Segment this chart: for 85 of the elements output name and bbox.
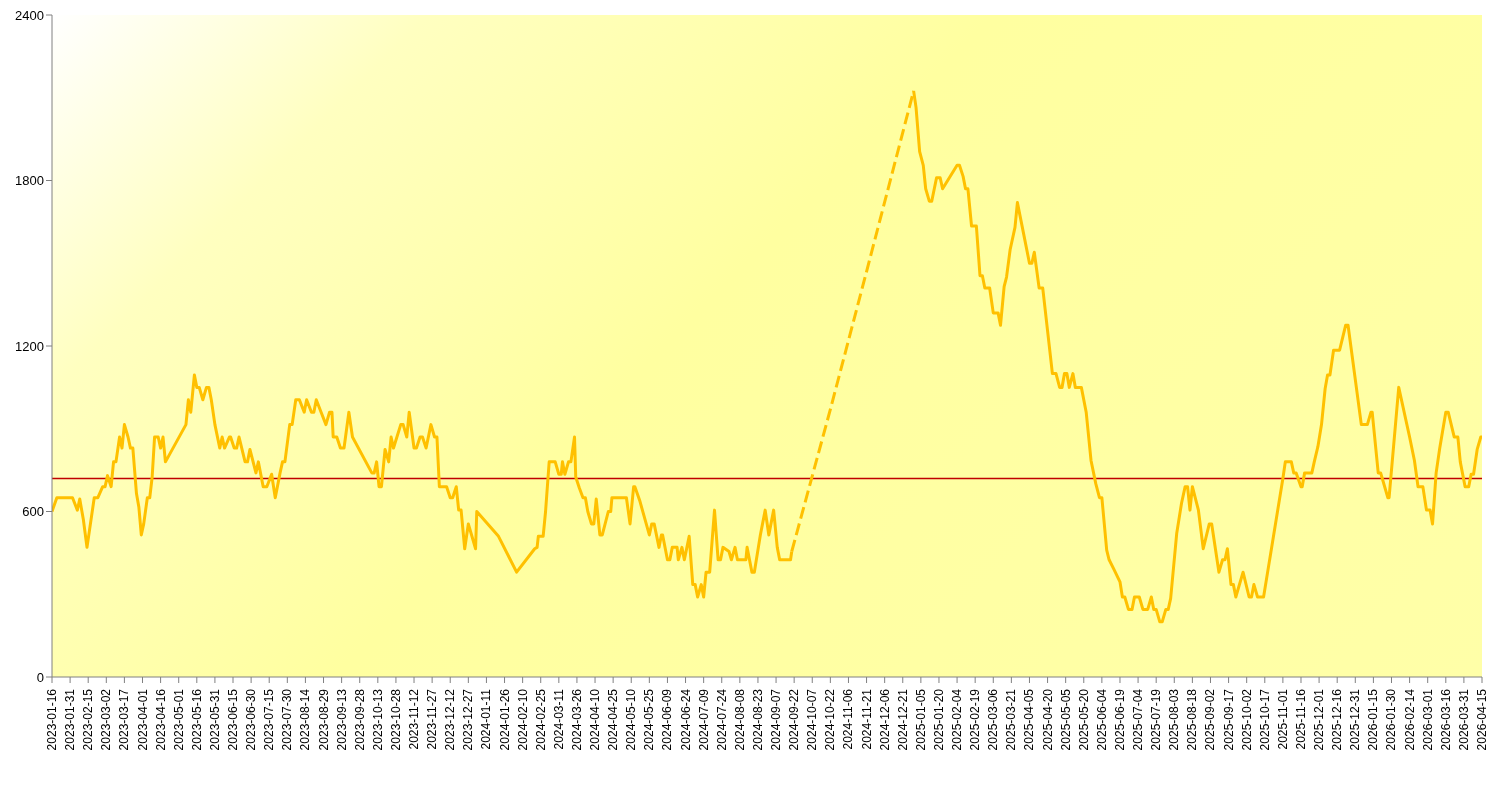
x-tick-label: 2023-09-28 [352,688,367,751]
x-tick-label: 2025-01-20 [931,688,946,751]
x-tick-label: 2024-05-25 [642,688,657,751]
x-tick-label: 2024-10-07 [805,688,820,751]
x-tick-label: 2024-01-11 [479,688,494,750]
x-tick-label: 2024-08-23 [750,688,765,751]
x-tick-label: 2023-04-16 [153,688,168,751]
x-tick-label: 2024-09-22 [787,688,802,751]
x-tick-label: 2024-12-06 [877,688,892,751]
x-tick-label: 2023-05-01 [171,688,186,751]
x-tick-label: 2024-02-25 [533,688,548,751]
x-tick-label: 2024-07-09 [696,688,711,751]
x-tick-label: 2025-02-19 [968,688,983,751]
x-tick-label: 2025-04-20 [1040,688,1055,751]
x-tick-label: 2024-03-26 [569,688,584,751]
x-tick-label: 2024-12-21 [895,688,910,751]
x-tick-label: 2026-03-01 [1420,688,1435,751]
x-tick-label: 2025-11-16 [1293,688,1308,750]
x-tick-label: 2026-03-16 [1438,688,1453,751]
x-tick-label: 2023-12-12 [443,688,458,751]
x-tick-label: 2025-07-19 [1149,688,1164,751]
x-tick-label: 2023-08-29 [316,688,331,751]
x-tick-label: 2024-11-21 [859,688,874,750]
x-tick-label: 2023-07-30 [280,688,295,751]
x-tick-label: 2023-02-15 [81,688,96,751]
x-tick-label: 2024-04-10 [588,688,603,751]
x-tick-label: 2024-10-22 [823,688,838,751]
x-tick-label: 2024-01-26 [497,688,512,751]
x-tick-label: 2025-12-01 [1312,688,1327,751]
x-tick-label: 2023-06-15 [226,688,241,751]
x-tick-label: 2023-06-30 [244,688,259,751]
x-tick-label: 2023-08-14 [298,688,313,751]
x-tick-label: 2023-10-28 [388,688,403,751]
x-tick-label: 2025-04-05 [1022,688,1037,751]
x-tick-label: 2025-06-04 [1094,688,1109,751]
x-tick-label: 2024-06-09 [660,688,675,751]
x-tick-label: 2025-03-21 [1004,688,1019,751]
x-tick-label: 2024-04-25 [606,688,621,751]
x-tick-label: 2023-09-13 [334,688,349,751]
y-tick-label: 1800 [15,173,44,189]
x-tick-label: 2025-09-17 [1221,688,1236,751]
x-tick-label: 2025-01-05 [913,688,928,751]
x-tick-label: 2025-12-16 [1330,688,1345,751]
x-tick-label: 2023-03-17 [117,688,132,751]
y-tick-label: 0 [36,669,44,685]
x-tick-label: 2026-04-15 [1475,688,1489,751]
x-tick-label: 2024-03-11 [551,688,566,750]
y-tick-label: 600 [22,504,44,520]
x-tick-label: 2025-10-17 [1257,688,1272,751]
y-tick-label: 2400 [15,7,44,23]
x-tick-label: 2025-12-31 [1348,688,1363,751]
x-tick-label: 2023-11-12 [407,688,422,750]
x-tick-label: 2023-03-02 [99,688,114,751]
x-tick-label: 2023-05-16 [189,688,204,751]
x-tick-label: 2024-08-08 [732,688,747,751]
x-tick-label: 2025-02-04 [950,688,965,751]
x-tick-label: 2023-11-27 [425,688,440,750]
x-tick-label: 2026-02-14 [1402,688,1417,751]
x-tick-label: 2025-09-02 [1203,688,1218,751]
x-tick-label: 2023-01-16 [45,688,59,751]
x-tick-label: 2025-03-06 [986,688,1001,751]
x-tick-label: 2026-03-31 [1456,688,1471,751]
x-tick-label: 2026-01-30 [1384,688,1399,751]
x-tick-label: 2024-05-10 [624,688,639,751]
x-tick-label: 2025-10-02 [1239,688,1254,751]
x-tick-label: 2023-12-27 [461,688,476,751]
x-tick-label: 2025-05-05 [1058,688,1073,751]
x-tick-label: 2023-05-31 [207,688,222,751]
x-tick-label: 2024-02-10 [515,688,530,751]
x-tick-label: 2025-06-19 [1112,688,1127,751]
x-tick-label: 2023-07-15 [262,688,277,751]
x-tick-label: 2025-05-20 [1076,688,1091,751]
x-tick-label: 2025-08-03 [1167,688,1182,751]
x-tick-label: 2024-11-06 [841,688,856,750]
x-tick-label: 2023-01-31 [63,688,78,751]
x-tick-label: 2024-09-07 [769,688,784,751]
x-tick-label: 2024-07-24 [714,688,729,751]
x-tick-label: 2023-04-01 [135,688,150,751]
y-tick-label: 1200 [15,338,44,354]
x-tick-label: 2025-08-18 [1185,688,1200,751]
x-tick-label: 2025-07-04 [1131,688,1146,751]
x-tick-label: 2024-06-24 [678,688,693,751]
x-tick-label: 2025-11-01 [1275,688,1290,750]
x-tick-label: 2026-01-15 [1366,688,1381,751]
x-tick-label: 2023-10-13 [370,688,385,751]
